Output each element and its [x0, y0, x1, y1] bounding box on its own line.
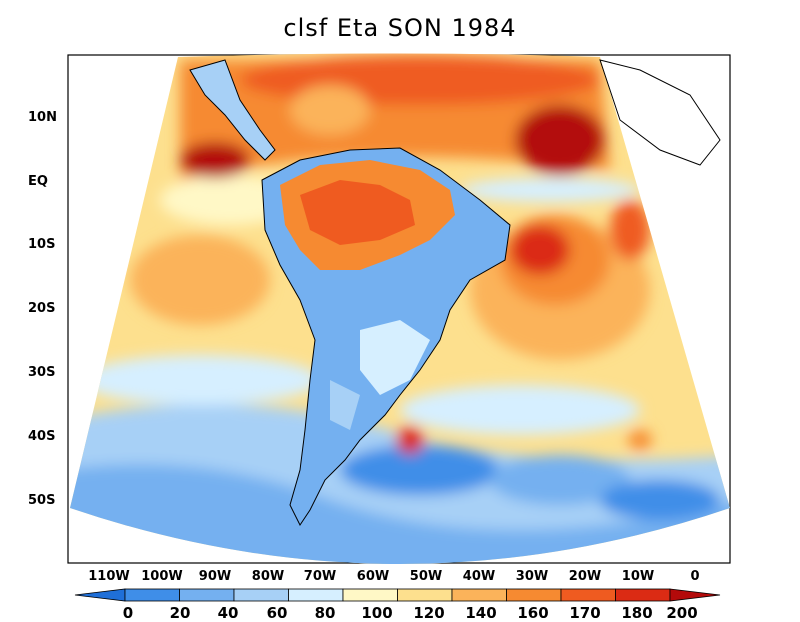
colorbar-label: 60 [266, 604, 288, 622]
lon-label-90w: 90W [198, 569, 232, 584]
lon-label-110w: 110W [88, 569, 130, 584]
map-title: clsf Eta SON 1984 [283, 14, 517, 42]
colorbar-label: 40 [217, 604, 239, 622]
coastlines [189, 59, 721, 526]
lat-label-40s: 40S [28, 429, 56, 444]
colorbar-segment [669, 588, 721, 602]
colorbar-segment [560, 588, 616, 602]
lat-label-10s: 10S [28, 237, 56, 252]
colorbar-segment [124, 588, 180, 602]
lon-label-80w: 80W [251, 569, 285, 584]
lon-label-10w: 10W [621, 569, 655, 584]
colorbar-segment [74, 588, 126, 602]
colorbar-segment [288, 588, 344, 602]
lon-label-20w: 20W [568, 569, 602, 584]
colorbar-segment [451, 588, 507, 602]
lat-label-eq: EQ [28, 174, 48, 189]
lon-label-40w: 40W [462, 569, 496, 584]
colorbar-segment [179, 588, 235, 602]
colorbar-label: 200 [666, 604, 698, 622]
colorbar-label: 180 [621, 604, 653, 622]
colorbar-segment [342, 588, 398, 602]
lat-label-30s: 30S [28, 365, 56, 380]
colorbar-label: 20 [169, 604, 191, 622]
colorbar-label: 170 [569, 604, 601, 622]
lon-label-0: 0 [690, 569, 700, 584]
lon-label-50w: 50W [409, 569, 443, 584]
colorbar-label: 160 [517, 604, 549, 622]
lon-label-30w: 30W [515, 569, 549, 584]
colorbar-label: 100 [361, 604, 393, 622]
lon-label-100w: 100W [141, 569, 183, 584]
lon-label-70w: 70W [303, 569, 337, 584]
colorbar-label: 140 [465, 604, 497, 622]
lat-label-20s: 20S [28, 301, 56, 316]
colorbar-segment [506, 588, 562, 602]
colorbar-segment [397, 588, 453, 602]
colorbar [74, 588, 721, 602]
lon-label-60w: 60W [356, 569, 390, 584]
colorbar-segment [233, 588, 289, 602]
colorbar-label: 80 [314, 604, 336, 622]
colorbar-label: 120 [413, 604, 445, 622]
lat-label-50s: 50S [28, 493, 56, 508]
colorbar-segment [615, 588, 671, 602]
south-america-land [190, 60, 510, 525]
lat-label-10n: 10N [28, 110, 57, 125]
colorbar-label: 0 [122, 604, 134, 622]
